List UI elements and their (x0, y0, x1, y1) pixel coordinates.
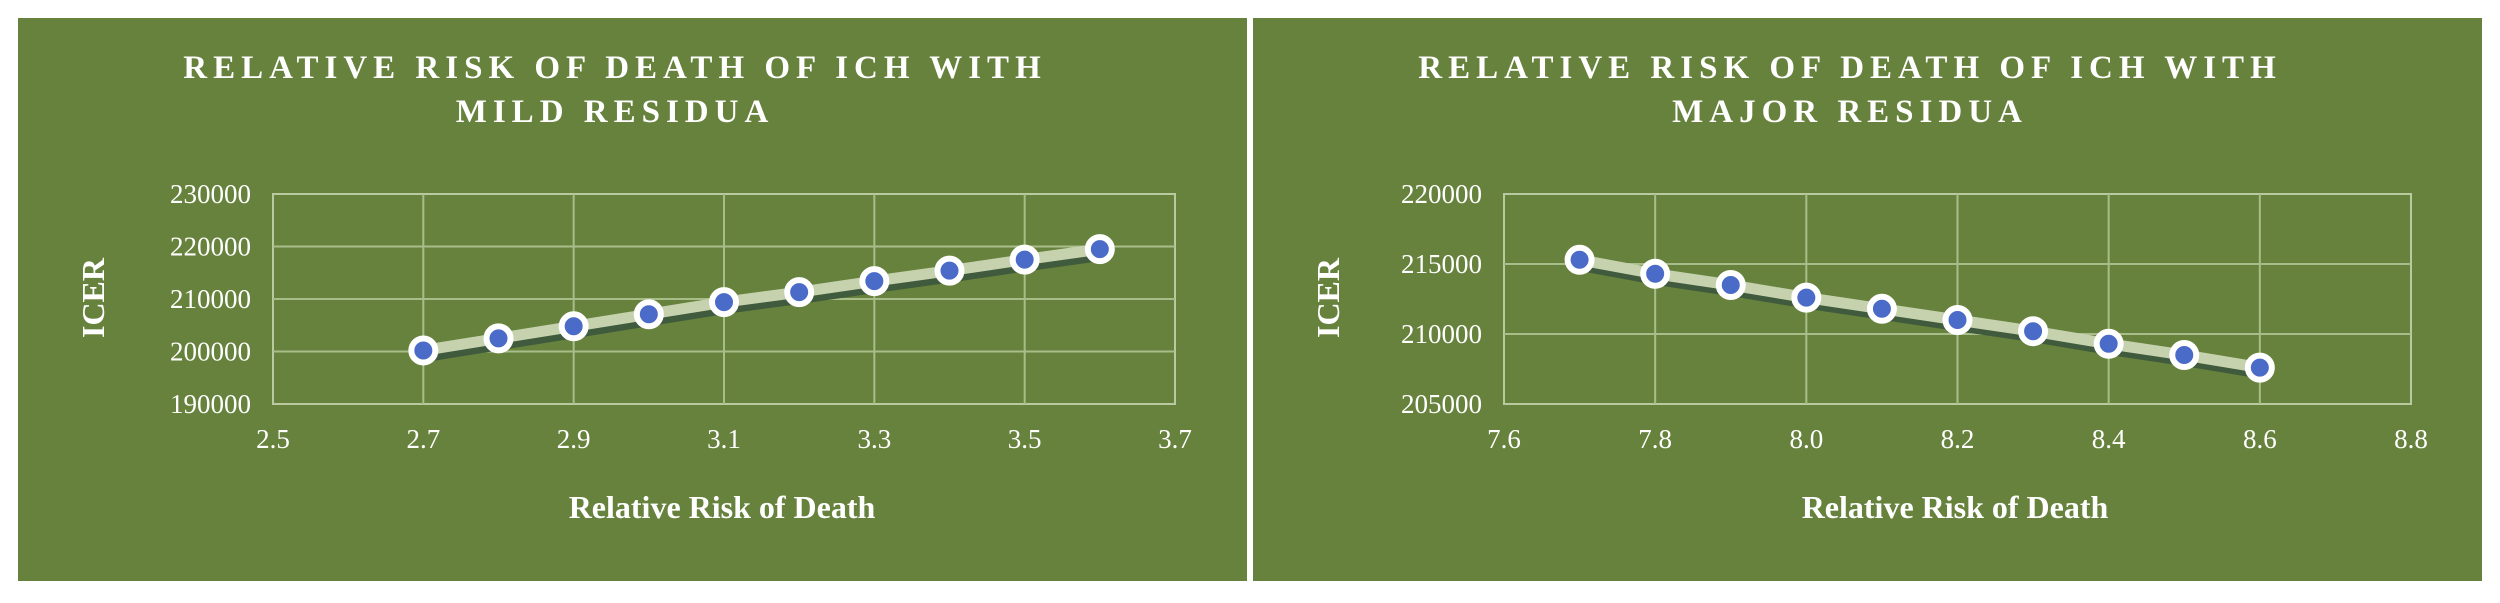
y-tick-label: 210000 (1401, 319, 1482, 349)
plot-area: 2.5 2.7 2.9 3.1 3.3 3.5 3.7 190000 200000 210000 2… (170, 179, 1192, 454)
data-point (2169, 340, 2200, 370)
data-point (2244, 352, 2275, 383)
data-point (483, 323, 514, 354)
data-point (1084, 234, 1115, 265)
data-point (934, 255, 965, 286)
x-tick-label: 8.0 (1789, 424, 1823, 454)
data-point (1715, 270, 1746, 300)
chart-panel-major-residua: RELATIVE RISK OF DEATH OF ICH WITH MAJOR… (1253, 18, 2482, 581)
chart-panel-mild-residua: RELATIVE RISK OF DEATH OF ICH WITH MILD … (18, 18, 1247, 581)
data-point (1791, 282, 1822, 313)
data-point (1009, 244, 1040, 275)
x-tick-label: 3.5 (1008, 424, 1042, 454)
x-axis-label: Relative Risk of Death (1802, 489, 2109, 525)
plot-area: 7.6 7.8 8.0 8.2 8.4 8.6 8.8 205000 210000 215000 2… (1401, 179, 2428, 454)
chart-title-line-1: RELATIVE RISK OF DEATH OF ICH WITH (183, 50, 1047, 86)
data-point (633, 299, 664, 330)
y-tick-label: 215000 (1401, 249, 1482, 279)
x-tick-label: 8.8 (2394, 424, 2428, 454)
data-point (1640, 258, 1671, 289)
data-point (558, 311, 589, 342)
x-axis-label: Relative Risk of Death (569, 489, 876, 525)
x-tick-label: 8.4 (2092, 424, 2126, 454)
data-point (408, 335, 439, 366)
y-tick-label: 220000 (1401, 179, 1482, 209)
y-tick-label: 220000 (170, 232, 251, 262)
series-line (1574, 254, 2266, 374)
x-tick-label: 7.6 (1487, 424, 1521, 454)
chart-major-residua: RELATIVE RISK OF DEATH OF ICH WITH MAJOR… (1310, 50, 2428, 525)
x-tick-label: 3.7 (1158, 424, 1192, 454)
x-tick-label: 2.5 (256, 424, 290, 454)
chart-mild-residua: RELATIVE RISK OF DEATH OF ICH WITH MILD … (75, 50, 1192, 525)
chart-title-line-2: MAJOR RESIDUA (1672, 94, 2028, 130)
data-point (784, 277, 815, 308)
y-tick-label: 210000 (170, 284, 251, 314)
series-line-shadow (420, 249, 1109, 362)
y-axis-label: ICER (75, 257, 111, 338)
x-tick-label: 2.7 (406, 424, 440, 454)
x-tick-label: 2.9 (557, 424, 591, 454)
data-point (1942, 305, 1973, 335)
x-tick-label: 8.2 (1941, 424, 1975, 454)
chart-title-line-1: RELATIVE RISK OF DEATH OF ICH WITH (1418, 50, 2282, 86)
data-point (2093, 328, 2124, 359)
y-tick-label: 190000 (170, 389, 251, 419)
series-line (417, 243, 1106, 356)
chart-title-line-2: MILD RESIDUA (456, 94, 775, 130)
data-point (859, 266, 890, 297)
x-tick-label: 3.1 (707, 424, 741, 454)
data-point (709, 287, 739, 318)
x-tick-label: 3.3 (857, 424, 891, 454)
y-axis-label: ICER (1310, 257, 1346, 338)
y-tick-label: 230000 (170, 179, 251, 209)
y-tick-label: 200000 (170, 337, 251, 367)
data-point (1866, 293, 1897, 324)
y-tick-label: 205000 (1401, 389, 1482, 419)
x-tick-label: 7.8 (1638, 424, 1672, 454)
data-point (1564, 244, 1595, 275)
data-point (2018, 316, 2049, 347)
x-tick-label: 8.6 (2243, 424, 2277, 454)
